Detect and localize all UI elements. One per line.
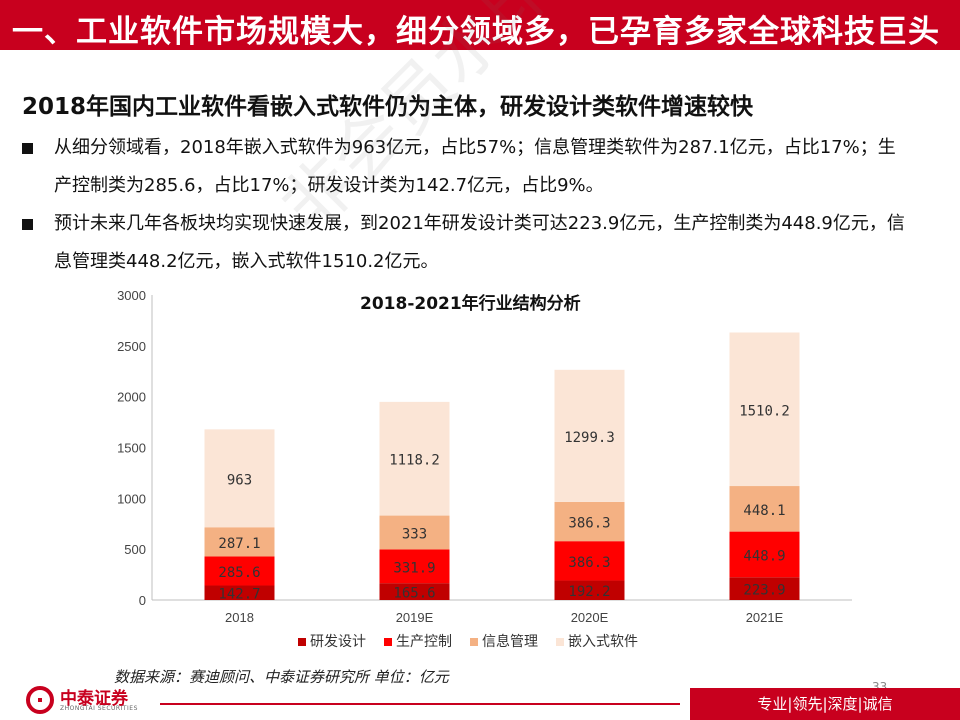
- y-tick-label: 2500: [117, 339, 146, 354]
- y-tick-label: 500: [124, 542, 146, 557]
- legend-swatch: [384, 638, 392, 646]
- bar-segment: [379, 583, 450, 600]
- square-bullet-icon: [22, 143, 33, 154]
- legend-swatch: [298, 638, 306, 646]
- logo-mark-icon: [26, 686, 54, 714]
- x-tick-label: 2021E: [746, 610, 784, 625]
- bar-segment: [729, 577, 800, 600]
- data-label: 1299.3: [564, 430, 615, 446]
- company-logo: 中泰证券 ZHONGTAI SECURITIES: [26, 684, 166, 718]
- logo-text-cn: 中泰证券: [60, 689, 128, 709]
- data-label: 287.1: [218, 536, 260, 552]
- chart-svg: 0 500 1000 1500 2000 2500 3000 142.7 285.6 287.1 9…: [117, 288, 852, 650]
- data-label: 386.3: [568, 516, 610, 532]
- bar-segment: [729, 332, 800, 487]
- data-label: 448.9: [743, 548, 785, 564]
- data-label: 963: [227, 472, 252, 488]
- bar-segment: [204, 429, 275, 528]
- stacked-bar-chart: 0 500 1000 1500 2000 2500 3000 142.7 285.6 287.1 9…: [90, 278, 870, 668]
- bullet-text: 从细分领域看，2018年嵌入式软件为963亿元，占比57%；信息管理类软件为28…: [54, 137, 896, 196]
- bullet-text: 预计未来几年各板块均实现快速发展，到2021年研发设计类可达223.9亿元，生产…: [54, 213, 905, 272]
- slide-title: 一、工业软件市场规模大，细分领域多，已孕育多家全球科技巨头: [12, 14, 940, 50]
- legend-label: 嵌入式软件: [568, 634, 638, 650]
- title-bar: 一、工业软件市场规模大，细分领域多，已孕育多家全球科技巨头: [0, 0, 960, 50]
- legend-label: 信息管理: [482, 633, 538, 650]
- bar-segment: [204, 556, 275, 586]
- y-tick-label: 0: [139, 593, 146, 608]
- bar-segment: [204, 527, 275, 557]
- data-label: 333: [402, 526, 427, 542]
- bar-segment: [379, 401, 450, 516]
- data-label: 386.3: [568, 555, 610, 571]
- legend-swatch: [470, 638, 478, 646]
- x-tick-label: 2019E: [396, 610, 434, 625]
- y-tick-label: 3000: [117, 288, 146, 303]
- section-subtitle: 2018年国内工业软件看嵌入式软件仍为主体，研发设计类软件增速较快: [22, 94, 754, 120]
- data-label: 142.7: [218, 587, 260, 603]
- bar-segment: [204, 585, 275, 600]
- x-tick-label: 2020E: [571, 610, 609, 625]
- legend-label: 研发设计: [310, 634, 366, 650]
- bar-segment: [729, 531, 800, 578]
- footer-divider: [160, 703, 680, 705]
- data-label: 331.9: [393, 560, 435, 576]
- data-label: 1510.2: [739, 403, 790, 419]
- y-tick-label: 1000: [117, 491, 146, 506]
- bar-segment: [554, 541, 625, 581]
- bar-segment: [379, 549, 450, 584]
- bullet-point: 从细分领域看，2018年嵌入式软件为963亿元，占比57%；信息管理类软件为28…: [22, 129, 912, 205]
- bar-segment: [554, 501, 625, 542]
- x-tick-label: 2018: [225, 610, 254, 625]
- bar-segment: [554, 369, 625, 502]
- logo-text-en: ZHONGTAI SECURITIES: [60, 705, 138, 712]
- data-source-note: 数据来源：赛迪顾问、中泰证券研究所 单位：亿元: [114, 668, 449, 686]
- legend-swatch: [556, 638, 564, 646]
- bar-segment: [729, 486, 800, 532]
- y-tick-label: 1500: [117, 441, 146, 456]
- data-label: 192.2: [568, 584, 610, 600]
- chart-title: 2018-2021年行业结构分析: [360, 294, 581, 314]
- data-label: 1118.2: [389, 453, 440, 469]
- y-tick-label: 2000: [117, 390, 146, 405]
- data-label: 223.9: [743, 583, 785, 599]
- bullet-point: 预计未来几年各板块均实现快速发展，到2021年研发设计类可达223.9亿元，生产…: [22, 205, 912, 281]
- data-label: 285.6: [218, 565, 260, 581]
- bar-segment: [379, 515, 450, 550]
- data-label: 165.6: [393, 586, 435, 602]
- legend-label: 生产控制: [396, 634, 452, 650]
- data-label: 448.1: [743, 503, 785, 519]
- bar-segment: [554, 580, 625, 600]
- square-bullet-icon: [22, 219, 33, 230]
- footer-slogan: 专业|领先|深度|诚信: [690, 688, 960, 720]
